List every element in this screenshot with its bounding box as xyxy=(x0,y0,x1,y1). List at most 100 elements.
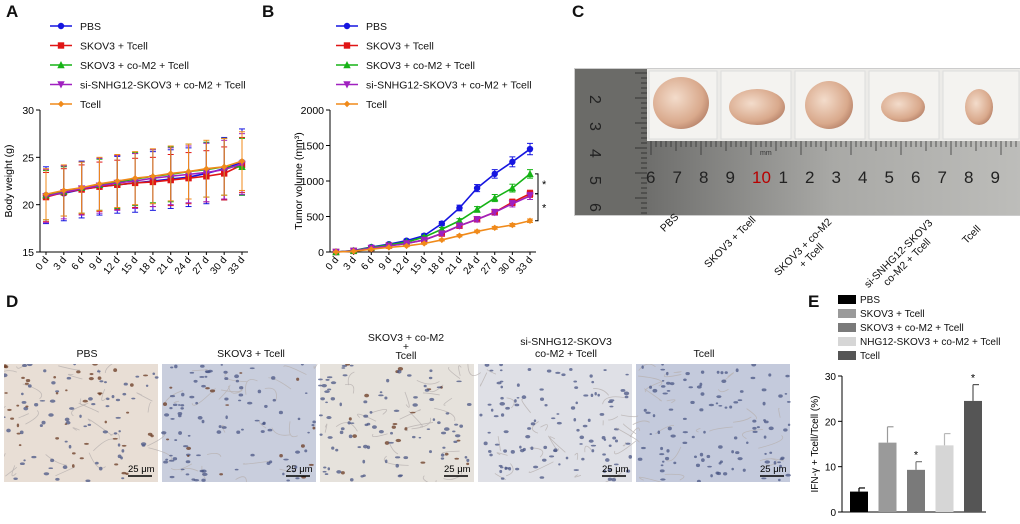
ruler-number-horizontal: 7 xyxy=(672,168,682,187)
legend-label-2: SKOV3 + co-M2 + Tcell xyxy=(366,60,475,72)
data-point xyxy=(42,191,50,198)
cell-nucleus xyxy=(628,455,633,459)
cell-nucleus xyxy=(746,441,749,444)
cell-nucleus xyxy=(487,431,491,434)
cell-nucleus xyxy=(682,441,688,445)
tissue-fiber xyxy=(67,373,83,380)
legend-label-0: PBS xyxy=(80,21,101,33)
cell-nucleus xyxy=(691,435,695,439)
cell-nucleus xyxy=(718,445,723,449)
cell-nucleus xyxy=(395,463,400,468)
tissue-fiber xyxy=(521,398,532,414)
histology-label-skov3-com2-tcell: SKOV3 + co-M2 + Tcell xyxy=(367,332,445,362)
cell-nucleus xyxy=(225,415,228,420)
data-point xyxy=(491,224,498,232)
legend-label-2: SKOV3 + co-M2 + Tcell xyxy=(80,60,189,72)
cell-nucleus xyxy=(362,444,368,449)
tissue-fiber xyxy=(180,468,199,472)
cell-nucleus xyxy=(126,411,130,414)
ruler-number-horizontal: 5 xyxy=(884,168,894,187)
cell-nucleus xyxy=(608,444,612,447)
cell-nucleus xyxy=(264,404,268,408)
cell-nucleus xyxy=(605,458,610,462)
cell-nucleus xyxy=(348,417,352,421)
cell-nucleus xyxy=(500,385,503,389)
histology-image-2 xyxy=(320,364,474,482)
cell-nucleus xyxy=(657,430,661,435)
cell-nucleus xyxy=(62,465,68,470)
cell-nucleus xyxy=(696,385,702,389)
tissue-fiber xyxy=(673,371,682,374)
cell-nucleus xyxy=(392,422,398,425)
bar-0 xyxy=(850,491,868,512)
cell-nucleus xyxy=(272,398,276,402)
tissue-fiber xyxy=(18,413,29,419)
cell-nucleus xyxy=(98,466,103,471)
cell-nucleus xyxy=(197,415,203,420)
cell-nucleus xyxy=(225,404,230,406)
cell-nucleus xyxy=(768,373,772,377)
cell-nucleus xyxy=(26,364,33,367)
cell-nucleus xyxy=(193,379,198,383)
cell-nucleus xyxy=(700,370,705,374)
series-line xyxy=(45,163,243,197)
tissue-fiber xyxy=(665,446,682,462)
cell-nucleus xyxy=(514,399,517,403)
tissue-fiber xyxy=(4,370,17,373)
cell-nucleus xyxy=(189,371,195,374)
cell-nucleus xyxy=(752,419,757,423)
cell-nucleus xyxy=(122,392,127,396)
scale-bar-label-0: 25 μm xyxy=(128,464,155,475)
cell-nucleus xyxy=(16,404,20,407)
cell-nucleus xyxy=(527,427,532,430)
cell-nucleus xyxy=(71,452,76,455)
cell-nucleus xyxy=(484,364,490,367)
panel-letter-d: D xyxy=(6,292,19,311)
cell-nucleus xyxy=(510,449,515,454)
tissue-fiber xyxy=(357,413,377,422)
cell-nucleus xyxy=(466,458,470,463)
bar-1 xyxy=(878,442,897,512)
cell-nucleus xyxy=(238,393,244,397)
cell-nucleus xyxy=(660,385,666,388)
cell-nucleus xyxy=(216,430,222,434)
cell-nucleus xyxy=(363,414,369,418)
cell-nucleus xyxy=(174,439,178,442)
cell-nucleus xyxy=(283,458,289,461)
cell-nucleus xyxy=(249,367,255,370)
ruler-number-vertical: 6 xyxy=(585,203,603,212)
cell-nucleus xyxy=(516,396,520,399)
data-point xyxy=(350,248,357,255)
histology-texture-2 xyxy=(318,364,472,482)
tissue-fiber xyxy=(459,466,463,475)
tissue-fiber xyxy=(615,427,640,443)
cell-nucleus xyxy=(591,449,595,453)
legend-marker-2 xyxy=(343,61,351,69)
cell-nucleus xyxy=(24,382,29,385)
tissue-fiber xyxy=(723,372,734,382)
cell-nucleus xyxy=(393,409,400,412)
tissue-fiber xyxy=(101,388,108,401)
data-point xyxy=(438,236,446,244)
cell-nucleus xyxy=(459,424,464,428)
cell-nucleus xyxy=(466,462,470,466)
cell-nucleus xyxy=(607,477,613,481)
cell-nucleus xyxy=(666,371,669,376)
cell-nucleus xyxy=(496,381,502,385)
cell-nucleus xyxy=(84,442,89,445)
cell-nucleus xyxy=(418,436,422,439)
cell-nucleus xyxy=(530,422,536,426)
cell-nucleus xyxy=(326,415,332,420)
cell-nucleus xyxy=(752,426,757,430)
cell-nucleus xyxy=(180,407,184,410)
data-point xyxy=(491,209,499,217)
x-tick-label-0: 0 d xyxy=(34,255,51,273)
cell-nucleus xyxy=(499,401,506,406)
cell-nucleus xyxy=(661,460,665,463)
cell-nucleus xyxy=(561,373,566,377)
cell-nucleus xyxy=(779,458,784,461)
tissue-fiber xyxy=(531,421,539,434)
tumor-si-snhg12 xyxy=(881,92,925,122)
significance-star-4: * xyxy=(971,373,976,385)
y-tick-label-3: 30 xyxy=(825,372,837,383)
